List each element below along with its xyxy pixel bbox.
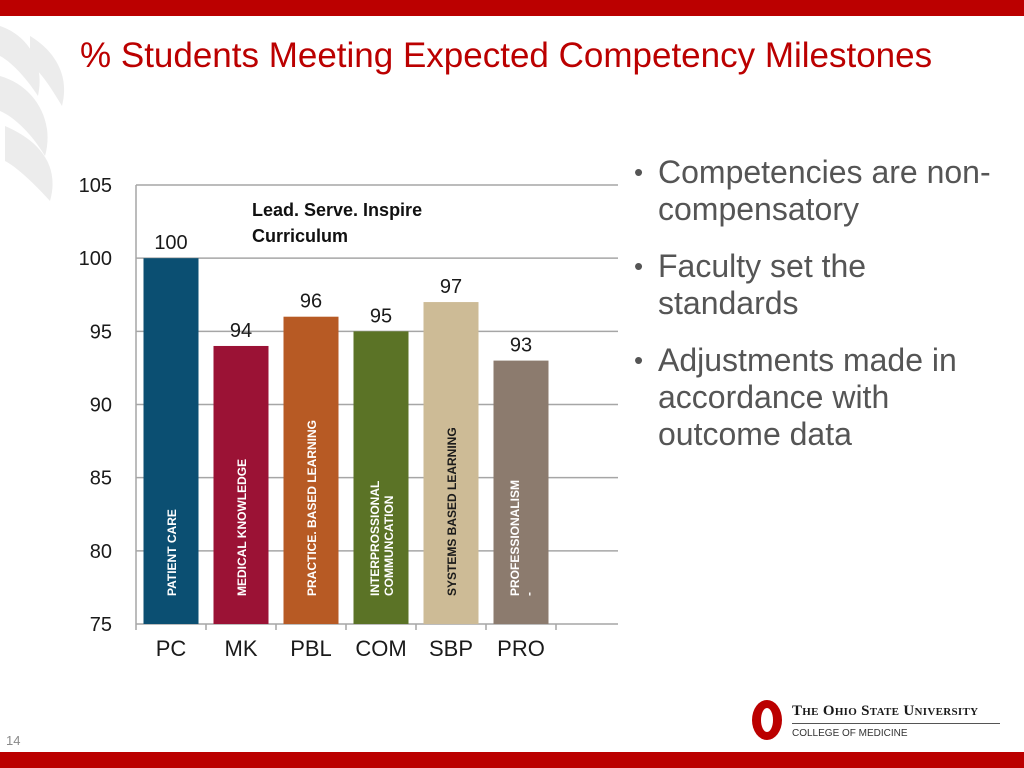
bullet-dot: • — [634, 157, 644, 187]
bar-category-label: INTERPROSSIONAL — [368, 481, 382, 596]
data-label: 93 — [510, 335, 532, 357]
data-label: 95 — [370, 305, 392, 327]
bullet-list: • Competencies are non-compensatory • Fac… — [630, 154, 1010, 473]
x-tick-label: PRO — [497, 636, 545, 661]
chart-annotation: Lead. Serve. Inspire — [252, 200, 422, 220]
x-tick-label: MK — [225, 636, 258, 661]
y-tick-label: 80 — [90, 541, 112, 563]
university-name: The Ohio State University — [792, 703, 979, 719]
data-label: 96 — [300, 291, 322, 313]
bar-category-label: SYSTEMS BASED LEARNING — [445, 427, 459, 596]
college-name: COLLEGE OF MEDICINE — [792, 728, 908, 739]
x-tick-label: COM — [355, 636, 406, 661]
bullet-text: Adjustments made in accordance with outc… — [658, 342, 957, 452]
data-label: 97 — [440, 276, 462, 298]
bar — [283, 316, 339, 624]
bar-category-label: COMMUNCATION — [382, 496, 396, 596]
bar-category-label: PATIENT CARE — [165, 509, 179, 596]
university-logo: The Ohio State University COLLEGE OF MED… — [752, 700, 1012, 744]
bar — [423, 302, 479, 624]
bullet-text: Faculty set the standards — [658, 248, 867, 321]
bullet-dot: • — [634, 251, 644, 281]
bullet-item: • Competencies are non-compensatory — [630, 154, 1010, 228]
y-tick-label: 105 — [79, 175, 112, 197]
slide-title: % Students Meeting Expected Competency M… — [80, 36, 933, 75]
bullet-item: • Faculty set the standards — [630, 248, 1010, 322]
x-tick-label: PBL — [290, 636, 332, 661]
x-tick-label: PC — [156, 636, 187, 661]
bar-category-label: PRACTICE. BASED LEARNING — [305, 420, 319, 596]
bar — [493, 360, 549, 624]
bar-category-label: MEDICAL KNOWLEDGE — [235, 459, 249, 596]
page-number: 14 — [6, 733, 21, 748]
block-o-logo-icon — [752, 700, 782, 740]
top-accent-bar — [0, 0, 1024, 16]
y-tick-label: 100 — [79, 248, 112, 270]
bullet-text: Competencies are non-compensatory — [658, 154, 991, 227]
bottom-accent-bar — [0, 752, 1024, 768]
bar-category-label: - — [522, 592, 536, 596]
bar — [143, 258, 199, 624]
bars: 100 PATIENT CARE 94 MEDICAL KNOWLEDGE 96 PRAC… — [143, 232, 549, 624]
bullet-dot: • — [634, 345, 644, 375]
leaf-decoration — [0, 26, 65, 201]
data-label: 100 — [154, 232, 187, 254]
y-tick-label: 85 — [90, 468, 112, 490]
bar-chart: 100 PATIENT CARE 94 MEDICAL KNOWLEDGE 96 PRAC… — [79, 175, 618, 661]
bullet-item: • Adjustments made in accordance with ou… — [630, 342, 1010, 453]
y-tick-label: 95 — [90, 321, 112, 343]
chart-annotation-line-2: Curriculum — [252, 226, 348, 246]
axes: 75 80 85 90 95 100 105 PC MK PBL COM SBP PRO — [79, 175, 557, 661]
y-tick-label: 75 — [90, 614, 112, 636]
y-tick-label: 90 — [90, 395, 112, 417]
data-label: 94 — [230, 320, 252, 342]
bar — [353, 331, 409, 624]
logo-divider — [792, 723, 1000, 724]
bar-category-label: PROFESSIONALISM — [508, 480, 522, 596]
bar — [213, 345, 269, 624]
x-tick-label: SBP — [429, 636, 473, 661]
